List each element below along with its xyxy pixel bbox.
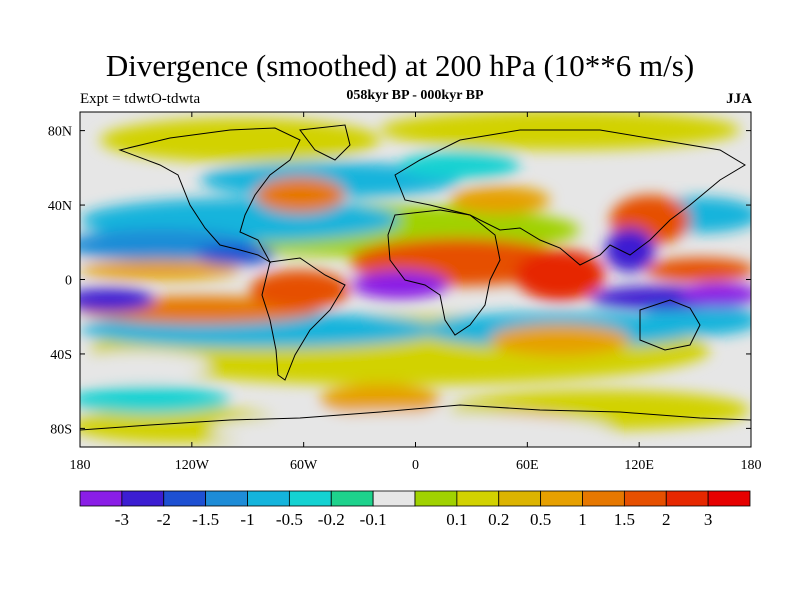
colorbar-label: -0.5	[276, 510, 303, 529]
colorbar-swatch	[623, 490, 667, 507]
north-america-outline	[118, 127, 301, 264]
coastlines	[80, 124, 751, 431]
colorbar-swatch	[707, 490, 751, 507]
colorbar-swatch	[456, 490, 500, 507]
colorbar-swatch	[372, 490, 416, 507]
x-tick-label: 60E	[516, 458, 539, 473]
colorbar-label: -0.2	[318, 510, 345, 529]
colorbar-label: -2	[157, 510, 171, 529]
colorbar-label: 3	[704, 510, 713, 529]
colorbar-swatch	[540, 490, 583, 507]
colorbar-swatch	[79, 490, 123, 507]
period-label: 058kyr BP - 000kyr BP	[346, 88, 484, 103]
colorbar-swatch	[247, 490, 290, 507]
colorbar-swatch	[498, 490, 542, 507]
colorbar-label: -3	[115, 510, 129, 529]
colorbar-label: -0.1	[360, 510, 387, 529]
y-tick-label: 40S	[50, 348, 72, 363]
colorbar-label: -1.5	[192, 510, 219, 529]
x-tick-label: 120E	[624, 458, 654, 473]
map-panel	[80, 112, 751, 447]
colorbar-label: 1	[578, 510, 587, 529]
greenland-outline	[299, 124, 351, 161]
colorbar-label: 0.1	[446, 510, 467, 529]
colorbar-label: 0.2	[488, 510, 509, 529]
x-tick-label: 180	[741, 458, 762, 473]
axis-ticks: 180 120W 60W 0 60E 120E 180 80N 40N 0 40S 80S	[48, 112, 762, 473]
australia-outline	[639, 299, 701, 351]
colorbar-swatch	[414, 490, 458, 507]
divergence-field	[80, 112, 751, 447]
colorbar-swatch	[288, 490, 332, 507]
y-tick-label: 40N	[48, 199, 72, 214]
y-tick-label: 80S	[50, 422, 72, 437]
colorbar-label: 1.5	[614, 510, 635, 529]
colorbar-label: 2	[662, 510, 671, 529]
colorbar-swatch	[330, 490, 374, 507]
colorbar-label: 0.5	[530, 510, 551, 529]
plot-title: Divergence (smoothed) at 200 hPa (10**6 …	[105, 48, 695, 83]
colorbar: -3 -2 -1.5 -1 -0.5 -0.2 -0.1 0.1 0.2 0.5 1 1.5 2 3	[79, 490, 751, 529]
colorbar-swatch	[582, 490, 625, 507]
africa-outline	[387, 209, 501, 336]
y-tick-label: 80N	[48, 125, 72, 140]
colorbar-swatch	[205, 490, 248, 507]
antarctica-outline	[80, 404, 751, 431]
colorbar-swatch	[121, 490, 165, 507]
experiment-label: Expt = tdwtO-tdwta	[80, 91, 201, 107]
x-tick-label: 120W	[175, 458, 210, 473]
y-tick-label: 0	[65, 274, 72, 289]
colorbar-label: -1	[240, 510, 254, 529]
x-tick-label: 60W	[290, 458, 318, 473]
x-tick-label: 180	[70, 458, 91, 473]
x-tick-label: 0	[412, 458, 419, 473]
colorbar-swatch	[665, 490, 709, 507]
colorbar-swatch	[163, 490, 207, 507]
season-label: JJA	[726, 91, 752, 107]
south-america-outline	[261, 257, 346, 381]
